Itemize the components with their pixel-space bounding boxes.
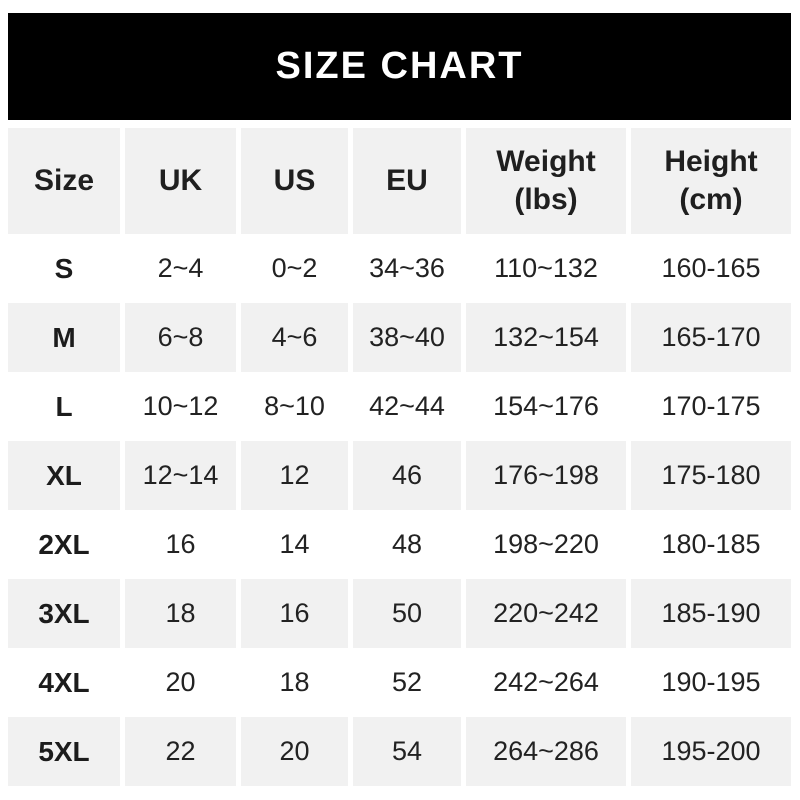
table-cell-weight-lbs: 154~176 — [466, 372, 626, 441]
header-label: (cm) — [679, 183, 743, 216]
table-cell-eu: 38~40 — [353, 303, 461, 372]
row-size-label: XL — [8, 441, 120, 510]
table-cell-height-cm: 165-170 — [631, 303, 791, 372]
table-cell-uk: 10~12 — [125, 372, 236, 441]
table-cell-eu: 48 — [353, 510, 461, 579]
size-table: Size UK US EU Weight (lbs) Height (cm) S 2~4 0~2 34… — [8, 128, 791, 786]
table-cell-height-cm: 190-195 — [631, 648, 791, 717]
table-cell-height-cm: 170-175 — [631, 372, 791, 441]
table-cell-uk: 12~14 — [125, 441, 236, 510]
header-cell-size: Size — [8, 128, 120, 234]
banner: SIZE CHART — [8, 13, 791, 120]
header-label: Size — [33, 164, 95, 197]
table-cell-uk: 18 — [125, 579, 236, 648]
table-cell-uk: 2~4 — [125, 234, 236, 303]
table-cell-weight-lbs: 264~286 — [466, 717, 626, 786]
table-cell-uk: 6~8 — [125, 303, 236, 372]
table-cell-us: 4~6 — [241, 303, 348, 372]
header-label: (lbs) — [514, 183, 578, 216]
header-cell-us: US — [241, 128, 348, 234]
table-cell-height-cm: 160-165 — [631, 234, 791, 303]
table-cell-height-cm: 185-190 — [631, 579, 791, 648]
table-cell-weight-lbs: 242~264 — [466, 648, 626, 717]
table-cell-eu: 34~36 — [353, 234, 461, 303]
header-label: Height — [664, 145, 758, 178]
row-size-label: M — [8, 303, 120, 372]
table-cell-eu: 42~44 — [353, 372, 461, 441]
table-cell-height-cm: 175-180 — [631, 441, 791, 510]
row-size-label: 4XL — [8, 648, 120, 717]
row-size-label: L — [8, 372, 120, 441]
header-label: US — [273, 164, 316, 197]
table-cell-weight-lbs: 176~198 — [466, 441, 626, 510]
row-size-label: 2XL — [8, 510, 120, 579]
header-cell-height-cm: Height (cm) — [631, 128, 791, 234]
table-cell-eu: 52 — [353, 648, 461, 717]
header-label: EU — [386, 164, 428, 197]
table-cell-weight-lbs: 110~132 — [466, 234, 626, 303]
table-cell-height-cm: 180-185 — [631, 510, 791, 579]
header-cell-uk: UK — [125, 128, 236, 234]
row-size-label: 3XL — [8, 579, 120, 648]
table-cell-us: 16 — [241, 579, 348, 648]
table-cell-weight-lbs: 220~242 — [466, 579, 626, 648]
table-cell-us: 18 — [241, 648, 348, 717]
table-cell-uk: 16 — [125, 510, 236, 579]
table-cell-height-cm: 195-200 — [631, 717, 791, 786]
table-cell-weight-lbs: 198~220 — [466, 510, 626, 579]
row-size-label: S — [8, 234, 120, 303]
header-cell-weight-lbs: Weight (lbs) — [466, 128, 626, 234]
header-label: Weight — [496, 145, 596, 178]
header-cell-eu: EU — [353, 128, 461, 234]
table-cell-eu: 46 — [353, 441, 461, 510]
table-cell-us: 12 — [241, 441, 348, 510]
table-cell-eu: 50 — [353, 579, 461, 648]
table-cell-uk: 22 — [125, 717, 236, 786]
table-cell-eu: 54 — [353, 717, 461, 786]
table-cell-us: 8~10 — [241, 372, 348, 441]
page-title: SIZE CHART — [275, 45, 524, 87]
header-label: UK — [158, 164, 203, 197]
table-cell-us: 0~2 — [241, 234, 348, 303]
table-cell-uk: 20 — [125, 648, 236, 717]
table-cell-us: 14 — [241, 510, 348, 579]
table-cell-us: 20 — [241, 717, 348, 786]
table-cell-weight-lbs: 132~154 — [466, 303, 626, 372]
row-size-label: 5XL — [8, 717, 120, 786]
